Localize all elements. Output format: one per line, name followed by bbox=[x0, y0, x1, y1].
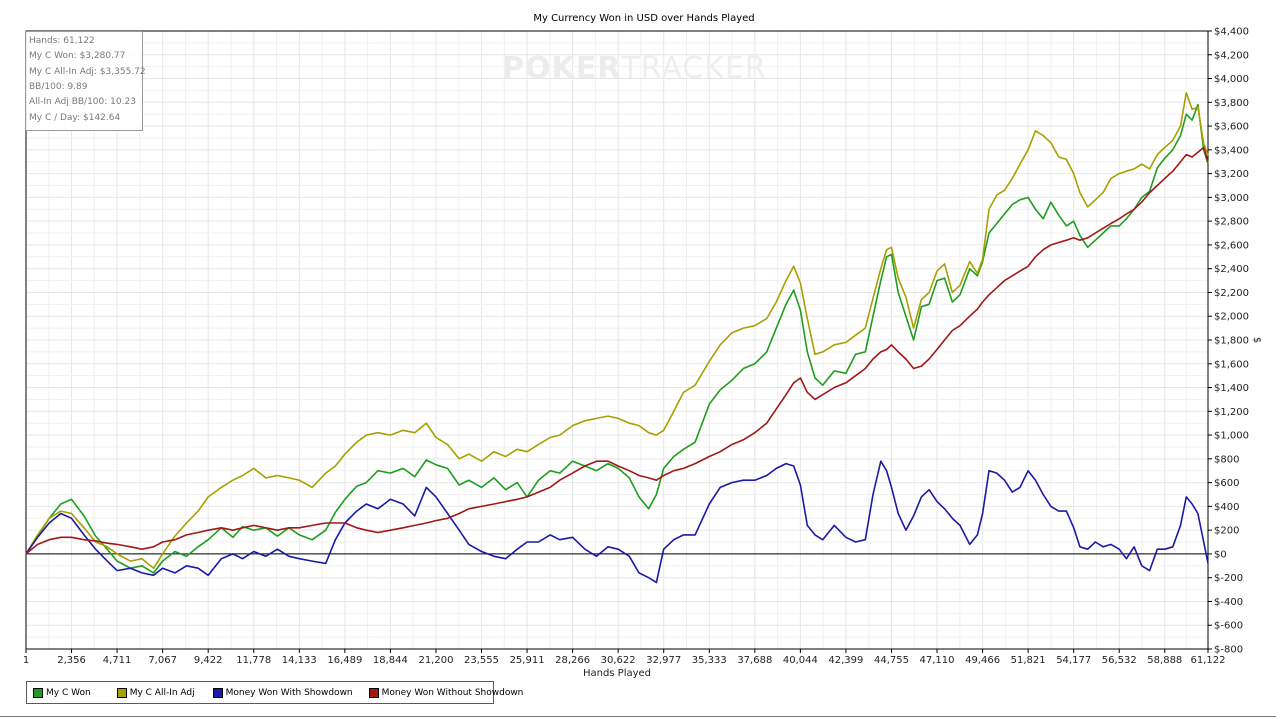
watermark-brand-bold: POKER bbox=[502, 51, 622, 86]
x-tick-label: 25,911 bbox=[510, 655, 545, 666]
x-tick-label: 9,422 bbox=[194, 655, 223, 666]
y-tick-label: $2,200 bbox=[1214, 288, 1249, 299]
y-tick-label: $-400 bbox=[1214, 597, 1243, 608]
y-tick-label: $-600 bbox=[1214, 621, 1243, 632]
legend-label: Money Won With Showdown bbox=[225, 687, 353, 698]
y-tick-label: $1,800 bbox=[1214, 336, 1249, 347]
y-tick-label: $2,000 bbox=[1214, 312, 1249, 323]
x-axis-label: Hands Played bbox=[583, 668, 651, 679]
chart-title: My Currency Won in USD over Hands Played bbox=[533, 13, 754, 24]
x-tick-label: 30,622 bbox=[601, 655, 636, 666]
x-tick-label: 18,844 bbox=[373, 655, 408, 666]
y-tick-label: $1,400 bbox=[1214, 383, 1249, 394]
y-tick-label: $2,400 bbox=[1214, 264, 1249, 275]
x-tick-label: 21,200 bbox=[418, 655, 453, 666]
y-tick-label: $3,200 bbox=[1214, 169, 1249, 180]
x-tick-label: 11,778 bbox=[236, 655, 271, 666]
y-tick-label: $4,000 bbox=[1214, 74, 1249, 85]
x-tick-label: 47,110 bbox=[920, 655, 955, 666]
series-lines bbox=[25, 92, 1209, 584]
stat-bb100: BB/100: 9.89 bbox=[29, 82, 88, 92]
legend-label: My C All-In Adj bbox=[129, 687, 195, 698]
x-tick-label: 23,555 bbox=[464, 655, 499, 666]
x-tick-label: 35,333 bbox=[692, 655, 727, 666]
x-tick-label: 14,133 bbox=[282, 655, 317, 666]
y-tick-label: $1,200 bbox=[1214, 407, 1249, 418]
y-axis-label: $ bbox=[1251, 337, 1262, 343]
x-tick-label: 40,044 bbox=[783, 655, 818, 666]
legend: My C Won My C All-In Adj Money Won With … bbox=[26, 681, 523, 704]
legend-item-with-showdown[interactable]: Money Won With Showdown bbox=[212, 687, 353, 698]
x-tick-label: 1 bbox=[23, 655, 29, 666]
x-tick-label: 54,177 bbox=[1056, 655, 1091, 666]
x-tick-label: 32,977 bbox=[646, 655, 681, 666]
y-tick-label: $-800 bbox=[1214, 645, 1243, 656]
x-tick-label: 44,755 bbox=[874, 655, 909, 666]
legend-label: My C Won bbox=[46, 687, 91, 698]
stat-won: My C Won: $3,280.77 bbox=[29, 51, 126, 61]
stat-hands: Hands: 61,122 bbox=[29, 36, 95, 46]
x-tick-label: 7,067 bbox=[148, 655, 177, 666]
stat-allin-bb100: All-In Adj BB/100: 10.23 bbox=[29, 97, 136, 107]
x-tick-label: 28,266 bbox=[555, 655, 590, 666]
y-tick-label: $1,000 bbox=[1214, 431, 1249, 442]
y-tick-label: $-200 bbox=[1214, 573, 1243, 584]
y-tick-label: $400 bbox=[1214, 502, 1239, 513]
y-tick-label: $0 bbox=[1214, 549, 1227, 560]
legend-swatch bbox=[116, 687, 127, 698]
legend-swatch bbox=[33, 687, 43, 698]
gridlines bbox=[25, 30, 1209, 650]
x-tick-label: 49,466 bbox=[965, 655, 1000, 666]
y-tick-label: $3,800 bbox=[1214, 98, 1249, 109]
y-tick-label: $2,600 bbox=[1214, 240, 1249, 251]
x-tick-label: 51,821 bbox=[1011, 655, 1046, 666]
watermark-brand-light: TRACKER bbox=[621, 51, 767, 86]
x-axis-ticks: 1 2,356 4,711 7,067 9,422 11,778 14,133 16,489 1… bbox=[23, 649, 1226, 666]
x-tick-label: 2,356 bbox=[57, 655, 86, 666]
y-tick-label: $800 bbox=[1214, 454, 1239, 465]
y-tick-label: $4,400 bbox=[1214, 27, 1249, 38]
series-line-1 bbox=[25, 103, 1209, 574]
y-axis-ticks: $4,400 $4,200 $4,000 $3,800 $3,600 $3,400 $3,2… bbox=[1208, 27, 1249, 656]
series-line-2 bbox=[25, 92, 1209, 570]
legend-item-my-c-won[interactable]: My C Won bbox=[33, 687, 91, 698]
y-tick-label: $3,400 bbox=[1214, 145, 1249, 156]
y-tick-label: $4,200 bbox=[1214, 50, 1249, 61]
y-tick-label: $3,000 bbox=[1214, 193, 1249, 204]
x-tick-label: 42,399 bbox=[828, 655, 863, 666]
y-tick-label: $3,600 bbox=[1214, 122, 1249, 133]
x-tick-label: 37,688 bbox=[737, 655, 772, 666]
stat-per-day: My C / Day: $142.64 bbox=[29, 113, 121, 123]
x-tick-label: 61,122 bbox=[1191, 655, 1226, 666]
x-tick-label: 4,711 bbox=[103, 655, 132, 666]
y-tick-label: $1,600 bbox=[1214, 359, 1249, 370]
stats-box: Hands: 61,122 My C Won: $3,280.77 My C A… bbox=[25, 31, 146, 131]
legend-item-without-showdown[interactable]: Money Won Without Showdown bbox=[368, 687, 524, 698]
window-bottom-border bbox=[0, 716, 1276, 717]
y-tick-label: $2,800 bbox=[1214, 217, 1249, 228]
series-line-4 bbox=[25, 146, 1209, 555]
legend-item-all-in-adj[interactable]: My C All-In Adj bbox=[116, 687, 195, 698]
legend-label: Money Won Without Showdown bbox=[381, 687, 524, 698]
x-tick-label: 58,888 bbox=[1147, 655, 1182, 666]
series-line-3 bbox=[25, 460, 1209, 584]
y-tick-label: $200 bbox=[1214, 526, 1239, 537]
legend-swatch bbox=[368, 687, 379, 698]
y-tick-label: $600 bbox=[1214, 478, 1239, 489]
legend-swatch bbox=[212, 687, 223, 698]
pokertracker-watermark: POKERTRACKER bbox=[502, 51, 767, 86]
x-tick-label: 56,532 bbox=[1102, 655, 1137, 666]
stat-allin-adj: My C All-In Adj: $3,355.72 bbox=[29, 67, 146, 77]
x-tick-label: 16,489 bbox=[327, 655, 362, 666]
